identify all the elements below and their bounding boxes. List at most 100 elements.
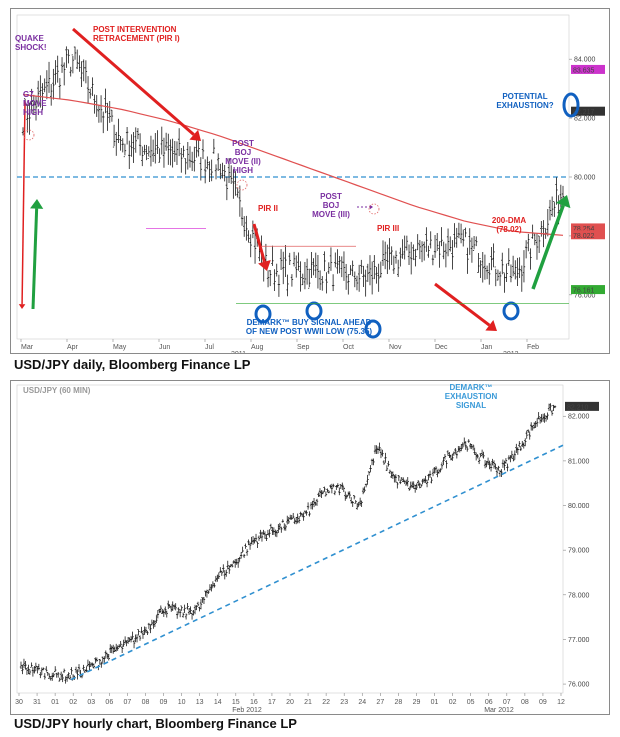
x-tick-label: 20: [286, 699, 294, 706]
x-tick-label: 22: [322, 699, 330, 706]
x-tick-label: 07: [503, 699, 511, 706]
x-tick-label: 01: [431, 699, 439, 706]
annotation-pir3: PIR III: [377, 224, 399, 233]
x-tick-label: 24: [358, 699, 366, 706]
price-tag-box: [571, 230, 605, 240]
x-tick-label: Apr: [67, 344, 79, 351]
price-bars: [21, 46, 565, 297]
200-dma-line: [22, 93, 564, 236]
x-tick-label: Feb: [527, 344, 539, 351]
x-tick-label: Mar: [21, 344, 34, 351]
annotation-demark-exhaustion: DEMARK™ EXHAUSTION SIGNAL: [445, 383, 498, 410]
month-label: Feb 2012: [232, 707, 262, 714]
g7-up-arrow-head: [30, 199, 44, 209]
year-label: 2011: [231, 351, 246, 353]
price-tag-box: [571, 64, 605, 74]
price-tag-box: [571, 106, 605, 116]
x-tick-label: Jun: [159, 344, 170, 351]
x-tick-label: 28: [395, 699, 403, 706]
pir2-arrow-shaft: [252, 223, 266, 263]
daily-chart: 84.00082.00080.00078.00076.000MarAprMayJ…: [15, 14, 605, 353]
annotation-exhaustion: POTENTIAL EXHAUSTION?: [496, 92, 553, 110]
x-tick-label: 05: [467, 699, 475, 706]
x-tick-label: 09: [539, 699, 547, 706]
hourly-chart-title: USD/JPY (60 MIN): [23, 386, 91, 395]
price-tag: 78.254: [573, 226, 595, 233]
annotation-pir1: POST INTERVENTION RETRACEMENT (PIR I): [93, 25, 180, 43]
x-tick-label: 06: [105, 699, 113, 706]
x-tick-label: 30: [15, 699, 23, 706]
demark-circle: [502, 301, 520, 321]
price-tag: 78.022: [573, 233, 595, 240]
rally-arrow-shaft: [531, 204, 565, 290]
y-tick-label: 80.000: [574, 175, 596, 182]
y-tick-label: 76.000: [574, 292, 596, 299]
x-tick-label: 17: [268, 699, 276, 706]
plot-area: [16, 384, 564, 694]
month-label: Mar 2012: [484, 707, 514, 714]
demark-circle: [562, 92, 580, 118]
price-tag: 82.210: [567, 404, 589, 411]
annotation-g7-high: G7 MOVE HIGH: [23, 90, 47, 117]
hourly-chart-panel: 82.000 81.000 80.000 79.000 78.000 77.000 76.0…: [10, 380, 610, 715]
pir3-arrow-shaft: [434, 282, 491, 327]
x-tick-label: 29: [413, 699, 421, 706]
rally-arrow-head: [555, 195, 571, 209]
annotation-boj2-high: POST BOJ MOVE (II) HIGH: [225, 139, 261, 175]
x-tick-label: 01: [51, 699, 59, 706]
rising-trendline: [70, 444, 564, 681]
price-bars: [19, 403, 557, 684]
x-tick-label: 15: [232, 699, 240, 706]
x-tick-label: 14: [214, 699, 222, 706]
x-tick-label: Jul: [205, 344, 214, 351]
demark-circle: [364, 319, 382, 339]
pir1-arrow-shaft: [72, 27, 195, 136]
pir3-arrow-head: [485, 319, 497, 331]
hourly-chart: 82.000 81.000 80.000 79.000 78.000 77.000 76.0…: [15, 383, 599, 714]
x-tick-label: May: [113, 344, 127, 351]
x-tick-label: 02: [449, 699, 457, 706]
x-tick-label: 08: [142, 699, 150, 706]
x-tick-label: 16: [250, 699, 258, 706]
y-tick-label: 77.000: [568, 637, 590, 644]
y-tick-label: 84.000: [574, 57, 596, 64]
x-tick-label: 31: [33, 699, 41, 706]
x-tick-label: Dec: [435, 344, 448, 351]
x-tick-label: 09: [160, 699, 168, 706]
price-tag-box: [565, 401, 599, 411]
price-tag: 82.217: [573, 109, 595, 116]
annotation-boj3: POST BOJ MOVE (III): [312, 192, 350, 219]
annotation-quake-shock: QUAKE SHOCK!: [15, 34, 47, 52]
x-tick-label: Jan: [481, 344, 492, 351]
daily-chart-panel: 84.00082.00080.00078.00076.000MarAprMayJ…: [10, 8, 610, 354]
pir1-arrow-head: [189, 129, 201, 141]
y-tick-label: 80.000: [568, 503, 590, 510]
quake-arrow-head: [18, 304, 26, 309]
x-tick-label: 21: [304, 699, 312, 706]
annotation-demark-buy: DEMARK™ BUY SIGNAL AHEAD OF NEW POST WWII…: [246, 318, 373, 336]
annotation-200dma: 200-DMA (78.02): [492, 216, 526, 234]
high-marker: [23, 129, 35, 141]
year-label: 2012: [503, 351, 519, 353]
y-tick-label: 79.000: [568, 548, 590, 555]
pir2-arrow-head: [258, 259, 271, 271]
x-tick-label: 23: [340, 699, 348, 706]
price-tag: 76.161: [573, 288, 595, 295]
daily-chart-caption: USD/JPY daily, Bloomberg Finance LP: [14, 357, 251, 372]
price-tag-box: [571, 285, 605, 295]
x-tick-label: Oct: [343, 344, 354, 351]
quake-arrow-shaft: [21, 100, 26, 305]
high-marker: [236, 179, 248, 191]
high-marker: [368, 203, 380, 215]
x-tick-label: 08: [521, 699, 529, 706]
x-tick-label: 02: [69, 699, 77, 706]
x-tick-label: 13: [196, 699, 204, 706]
x-tick-label: 10: [178, 699, 186, 706]
demark-circle: [254, 304, 272, 324]
y-tick-label: 78.000: [568, 592, 590, 599]
y-tick-label: 81.000: [568, 458, 590, 465]
annotation-pir2: PIR II: [258, 204, 278, 213]
x-tick-label: 03: [87, 699, 95, 706]
demark-circle: [305, 301, 323, 321]
hourly-chart-caption: USD/JPY hourly chart, Bloomberg Finance …: [14, 716, 297, 731]
